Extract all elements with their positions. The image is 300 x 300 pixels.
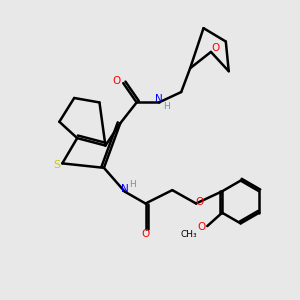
Text: H: H <box>163 102 170 111</box>
Text: N: N <box>121 184 129 194</box>
Text: CH₃: CH₃ <box>181 230 197 239</box>
Text: O: O <box>196 197 204 207</box>
Text: O: O <box>112 76 121 86</box>
Text: O: O <box>141 229 150 239</box>
Text: O: O <box>198 222 206 232</box>
Text: H: H <box>129 180 136 189</box>
Text: N: N <box>155 94 163 104</box>
Text: S: S <box>53 160 61 170</box>
Text: O: O <box>211 44 220 53</box>
